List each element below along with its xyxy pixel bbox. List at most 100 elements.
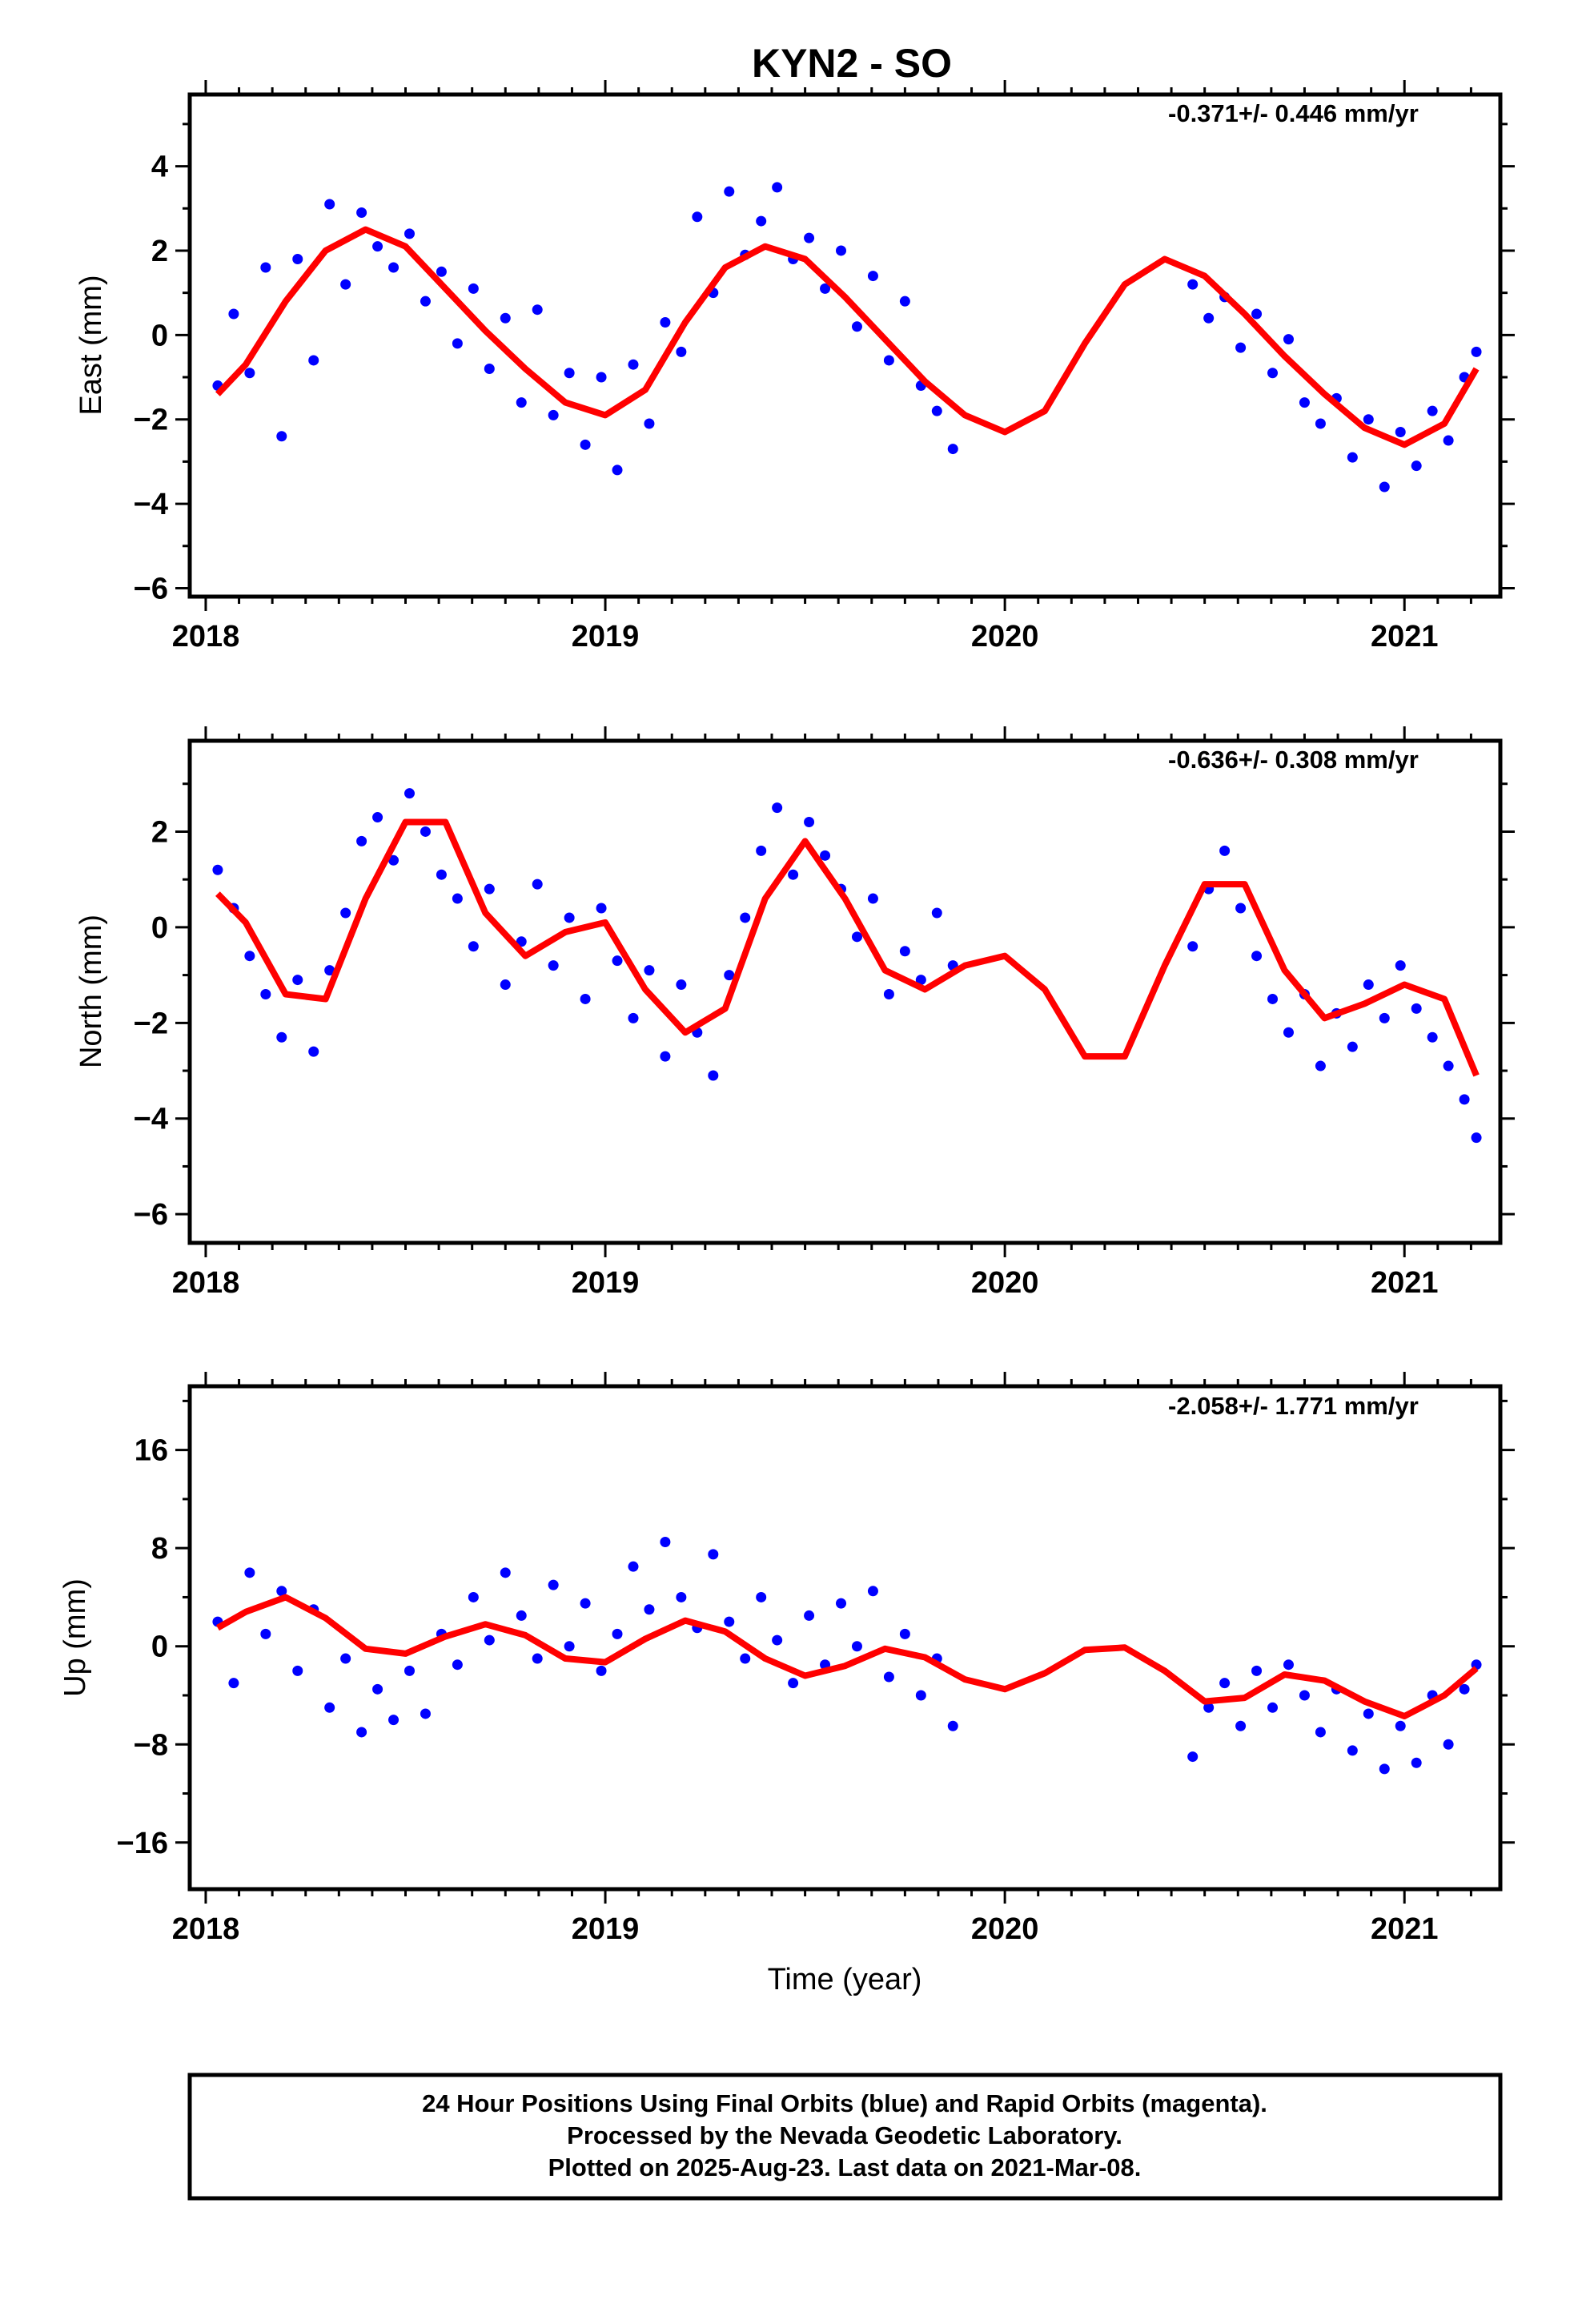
east-data-point xyxy=(1299,397,1310,408)
north-data-point xyxy=(244,951,255,962)
east-data-point xyxy=(484,363,495,374)
north-y-tick-label: 2 xyxy=(151,815,168,849)
east-data-point xyxy=(1347,452,1358,463)
north-data-points xyxy=(212,788,1482,1144)
north-data-point xyxy=(788,869,799,880)
east-data-point xyxy=(1363,414,1374,425)
up-data-point xyxy=(260,1628,271,1639)
east-data-point xyxy=(676,346,687,357)
north-x-tick-label: 2020 xyxy=(971,1266,1039,1300)
east-data-point xyxy=(1283,334,1294,345)
up-data-point xyxy=(1379,1763,1390,1775)
north-data-point xyxy=(564,912,575,923)
north-rate-label: -0.636+/- 0.308 mm/yr xyxy=(1168,746,1419,774)
up-data-point xyxy=(516,1610,527,1621)
north-data-point xyxy=(436,869,447,880)
east-data-point xyxy=(867,271,878,282)
north-data-point xyxy=(452,893,463,904)
up-data-point xyxy=(756,1591,767,1602)
east-data-point xyxy=(1411,460,1422,472)
east-data-point xyxy=(244,368,255,379)
up-y-tick-label: −8 xyxy=(134,1728,168,1762)
north-data-point xyxy=(292,975,303,986)
east-data-point xyxy=(276,431,287,442)
up-data-point xyxy=(388,1715,400,1726)
up-plot-frame xyxy=(187,1384,1503,1892)
north-data-point xyxy=(356,835,367,846)
up-data-point xyxy=(1395,1720,1406,1731)
north-data-point xyxy=(1251,951,1263,962)
up-data-point xyxy=(1235,1720,1247,1731)
east-data-point xyxy=(468,283,479,294)
north-y-tick-label: 0 xyxy=(151,911,168,945)
north-data-point xyxy=(851,931,862,943)
up-y-axis-label: Up (mm) xyxy=(58,1578,92,1697)
east-data-point xyxy=(500,312,511,324)
up-data-point xyxy=(676,1591,687,1602)
up-data-point xyxy=(1459,1683,1470,1695)
east-data-point xyxy=(756,215,767,227)
up-data-point xyxy=(1203,1702,1215,1713)
north-data-point xyxy=(756,845,767,856)
east-data-point xyxy=(804,232,815,243)
footer-line-1: 24 Hour Positions Using Final Orbits (bl… xyxy=(422,2089,1267,2117)
north-data-point xyxy=(484,883,495,895)
north-data-point xyxy=(772,802,783,814)
north-data-point xyxy=(404,788,415,799)
east-x-tick-label: 2021 xyxy=(1371,620,1439,653)
north-data-point xyxy=(804,817,815,828)
up-rate-label: -2.058+/- 1.771 mm/yr xyxy=(1168,1392,1419,1420)
up-y-tick-label: 8 xyxy=(151,1532,168,1566)
east-data-point xyxy=(644,418,655,429)
up-data-point xyxy=(899,1628,910,1639)
up-data-point xyxy=(468,1591,479,1602)
east-y-tick-label: −2 xyxy=(134,404,168,437)
east-data-point xyxy=(1471,346,1482,357)
up-data-point xyxy=(1219,1678,1231,1689)
up-data-point xyxy=(324,1702,335,1713)
up-x-tick-label: 2019 xyxy=(572,1912,640,1946)
up-y-tick-label: 0 xyxy=(151,1630,168,1664)
figure-title: KYN2 - SO xyxy=(752,41,952,86)
north-x-tick-label: 2018 xyxy=(172,1266,240,1300)
east-fit-curve xyxy=(215,226,1480,448)
east-data-point xyxy=(228,308,239,320)
north-data-point xyxy=(372,812,383,823)
up-data-point xyxy=(484,1634,495,1646)
east-data-point xyxy=(836,245,847,256)
footer-frame xyxy=(187,2073,1503,2201)
up-data-point xyxy=(596,1665,607,1676)
up-data-point xyxy=(804,1610,815,1621)
north-data-point xyxy=(596,903,607,914)
north-y-tick-label: −4 xyxy=(134,1103,168,1136)
north-data-point xyxy=(628,1012,639,1023)
up-x-tick-label: 2018 xyxy=(172,1912,240,1946)
east-data-point xyxy=(1395,427,1406,438)
north-fit-curve xyxy=(215,818,1480,1077)
east-y-tick-label: 2 xyxy=(151,235,168,268)
north-data-point xyxy=(1459,1094,1470,1105)
up-data-point xyxy=(228,1678,239,1689)
up-data-point xyxy=(644,1604,655,1615)
north-data-point xyxy=(1471,1132,1482,1144)
east-panel: 2018 2019 2020 2021 −6 −4 −2 0 2 4 East (mm) -0.… xyxy=(74,80,1515,653)
north-y-axis-label: North (mm) xyxy=(74,915,108,1068)
east-data-point xyxy=(692,211,703,223)
up-data-point xyxy=(628,1561,639,1572)
up-data-point xyxy=(1187,1751,1199,1763)
north-data-point xyxy=(580,993,591,1004)
up-x-tick-label: 2021 xyxy=(1371,1912,1439,1946)
north-data-point xyxy=(276,1031,287,1043)
north-data-point xyxy=(1379,1012,1390,1023)
north-data-point xyxy=(532,879,543,890)
north-data-point xyxy=(388,854,400,866)
east-data-point xyxy=(548,409,559,420)
north-data-point xyxy=(1411,1003,1422,1014)
up-fit-curve xyxy=(215,1594,1479,1719)
up-data-point xyxy=(612,1628,623,1639)
up-data-point xyxy=(867,1586,878,1597)
east-data-point xyxy=(628,359,639,370)
north-data-point xyxy=(724,970,735,981)
east-data-point xyxy=(452,338,463,349)
up-data-point xyxy=(724,1616,735,1627)
